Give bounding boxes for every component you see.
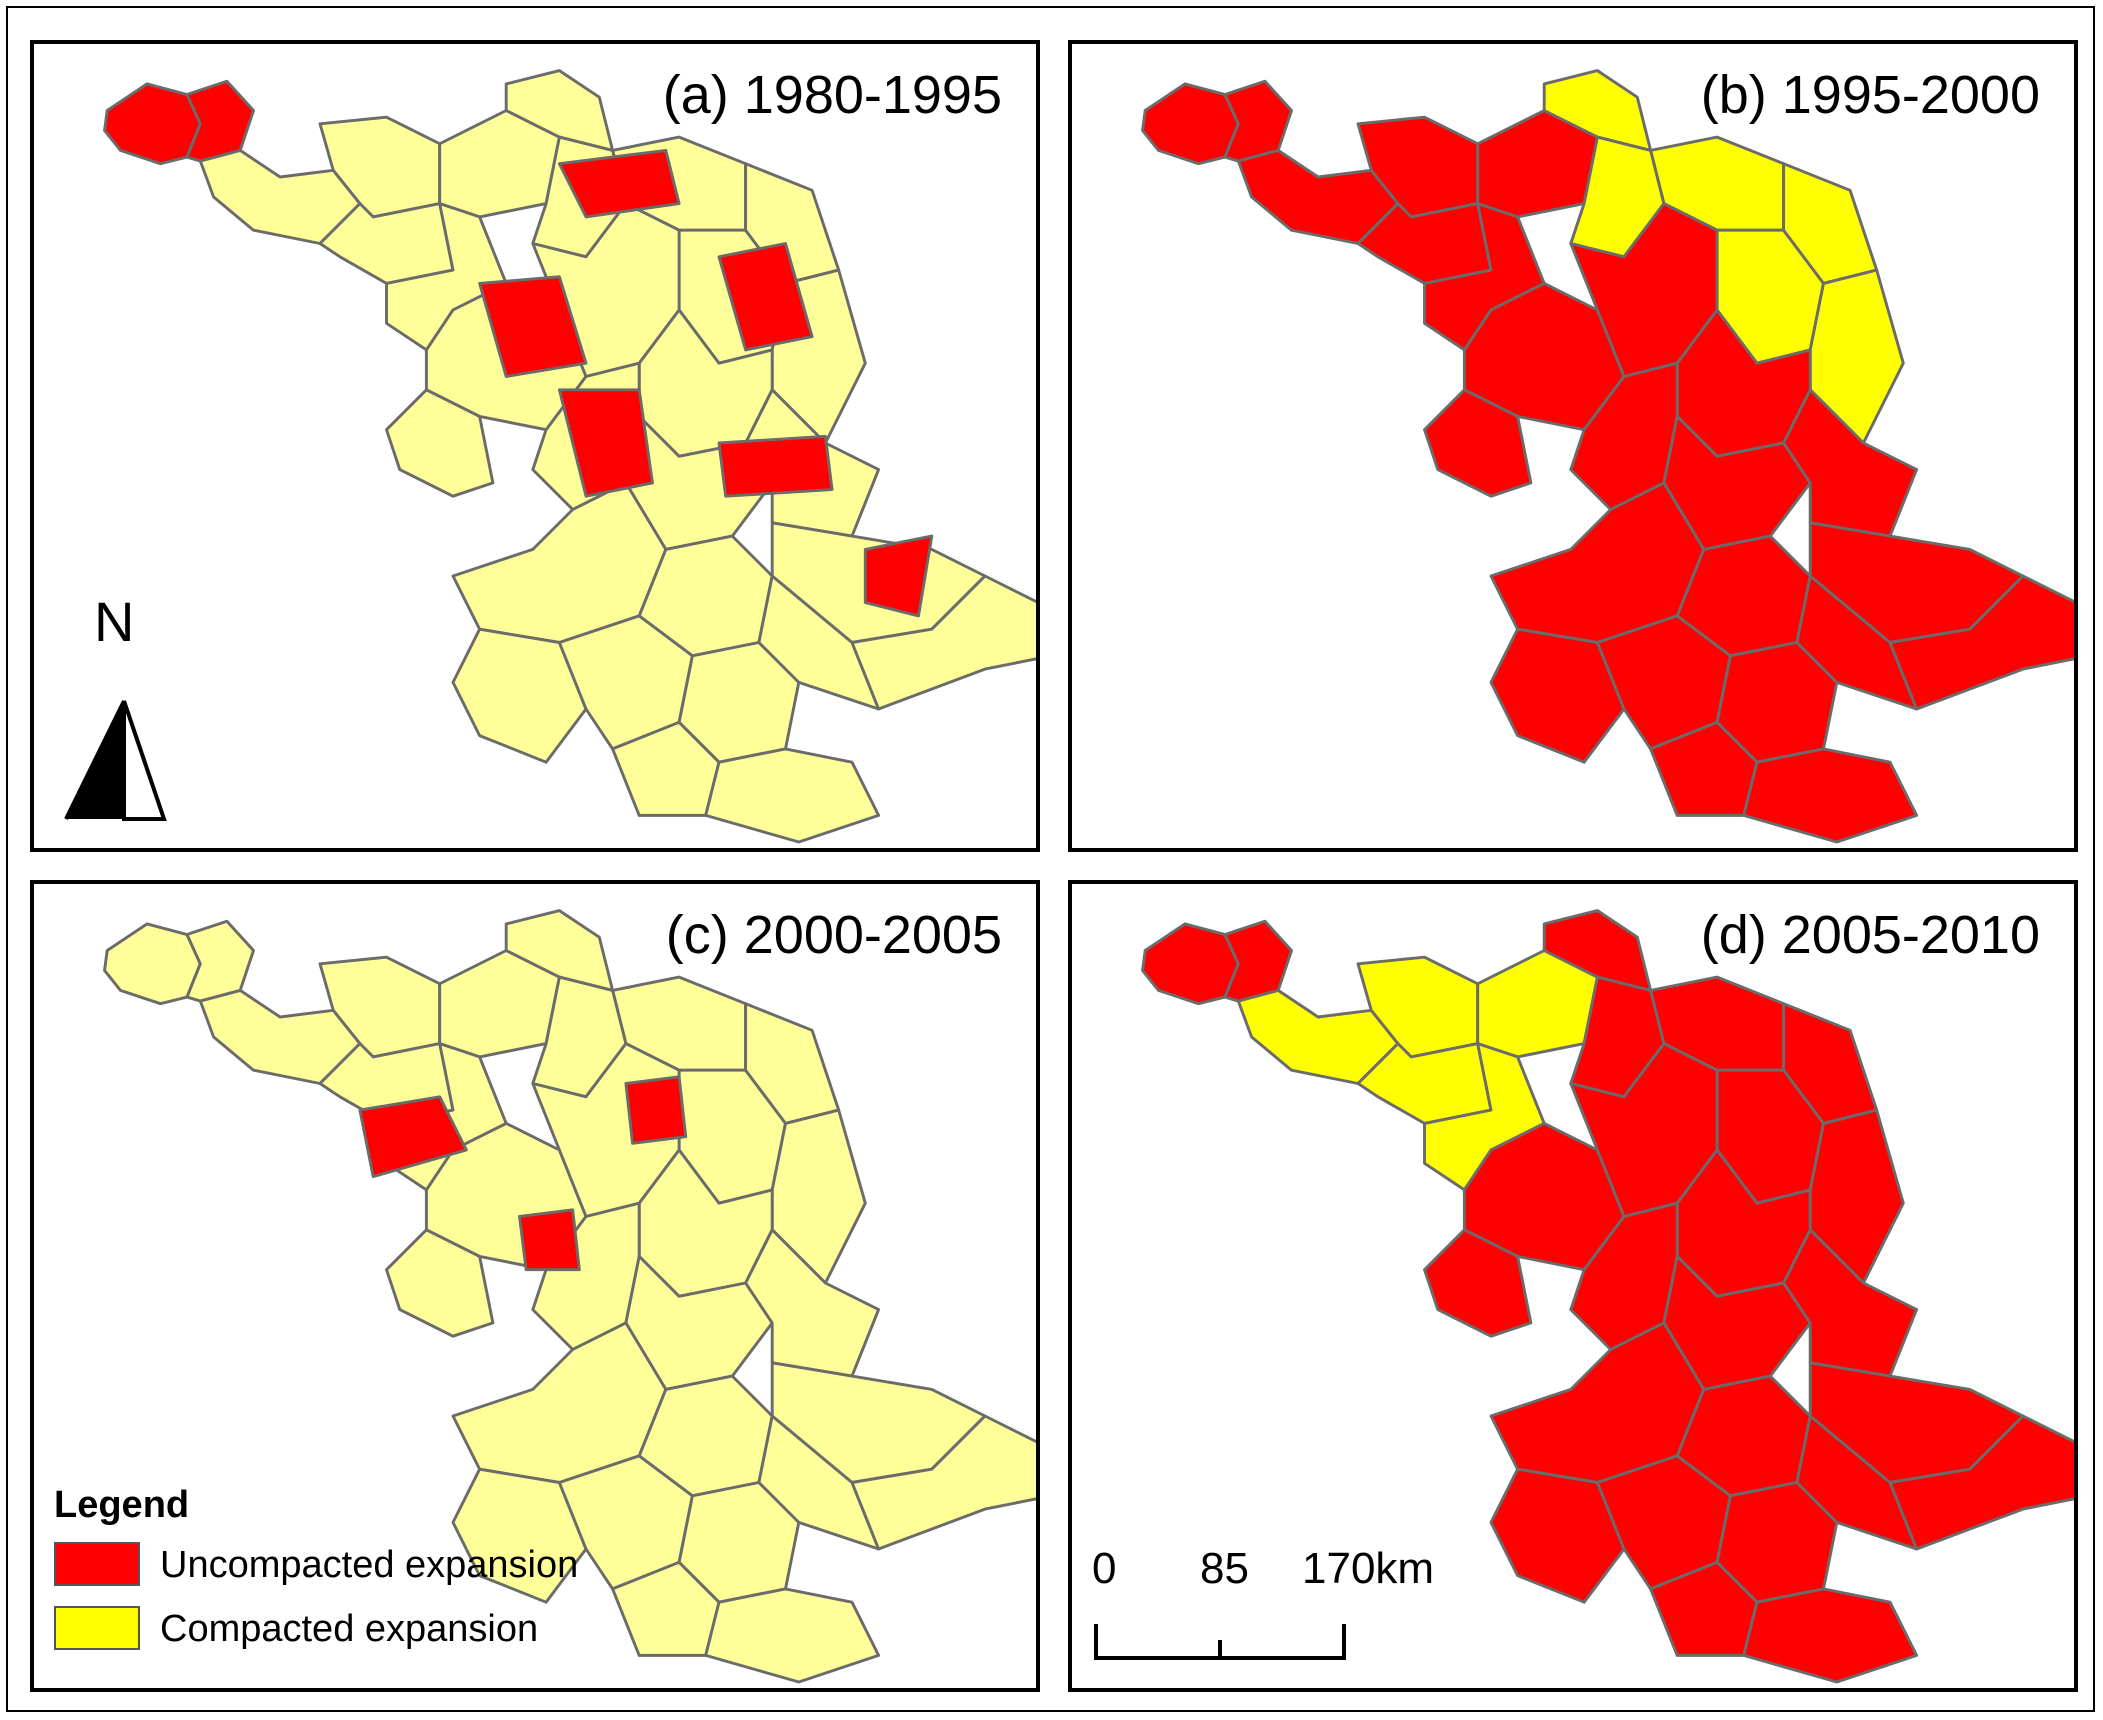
district-south-7 bbox=[1888, 1414, 2074, 1551]
district-north_tip-0 bbox=[1141, 922, 1240, 1006]
scale-bar-line bbox=[1094, 1624, 1346, 1660]
district-center-6 bbox=[1423, 1228, 1533, 1338]
panel-title-a: (a) 1980-1995 bbox=[662, 65, 1002, 125]
district-hotspot-center-south bbox=[557, 388, 654, 498]
scale-label-170: 170km bbox=[1302, 1544, 1435, 1593]
district-center-6 bbox=[385, 388, 495, 498]
map-a bbox=[103, 69, 1036, 844]
map-panel-a: (a) 1980-1995 N bbox=[30, 40, 1040, 852]
district-hotspot-center-west bbox=[478, 275, 588, 378]
district-hotspot-coast-south bbox=[717, 434, 834, 498]
panel-title-b: (b) 1995-2000 bbox=[1700, 65, 2040, 125]
district-hotspot-center-small bbox=[518, 1208, 581, 1272]
legend-title: Legend bbox=[54, 1484, 190, 1526]
north-arrow-icon bbox=[64, 700, 167, 821]
district-hotspot-north-strip bbox=[557, 148, 681, 219]
panel-title-c: (c) 2000-2005 bbox=[665, 905, 1002, 965]
north-label: N bbox=[94, 590, 135, 653]
map-c bbox=[103, 909, 1036, 1684]
district-south-9 bbox=[1742, 747, 1919, 844]
district-south-9 bbox=[704, 747, 881, 844]
legend-swatch-uncompacted bbox=[54, 1542, 140, 1586]
map-d bbox=[1141, 909, 2074, 1684]
district-south-7 bbox=[1888, 574, 2074, 711]
district-south-7 bbox=[850, 1414, 1036, 1551]
district-center-6 bbox=[385, 1228, 495, 1338]
scale-bar: 0 85 170km bbox=[1092, 1544, 1472, 1664]
district-hotspot-north-small bbox=[624, 1075, 688, 1145]
district-hotspot-coast-mid bbox=[717, 242, 814, 352]
district-center-6 bbox=[1423, 388, 1533, 498]
map-panel-b: (b) 1995-2000 bbox=[1068, 40, 2078, 852]
legend-label-compacted: Compacted expansion bbox=[160, 1608, 539, 1650]
district-north_tip-0 bbox=[103, 922, 202, 1006]
panel-title-d: (d) 2005-2010 bbox=[1700, 905, 2040, 965]
map-panel-d: (d) 2005-2010 0 85 170km bbox=[1068, 880, 2078, 1692]
district-south-9 bbox=[704, 1587, 881, 1684]
map-b bbox=[1141, 69, 2074, 844]
map-panel-c: (c) 2000-2005 Legend Uncompacted expansi… bbox=[30, 880, 1040, 1692]
district-north_tip-0 bbox=[103, 82, 202, 166]
scale-label-0: 0 bbox=[1092, 1544, 1117, 1593]
legend-swatch-compacted bbox=[54, 1606, 140, 1650]
district-north_tip-0 bbox=[1141, 82, 1240, 166]
legend-label-uncompacted: Uncompacted expansion bbox=[160, 1544, 579, 1586]
scale-label-85: 85 bbox=[1200, 1544, 1249, 1593]
district-hotspot-east-tip bbox=[863, 534, 934, 618]
district-south-7 bbox=[850, 574, 1036, 711]
district-hotspot-west-blob bbox=[358, 1095, 468, 1179]
figure-frame bbox=[6, 6, 2095, 1712]
district-south-9 bbox=[1742, 1587, 1919, 1684]
